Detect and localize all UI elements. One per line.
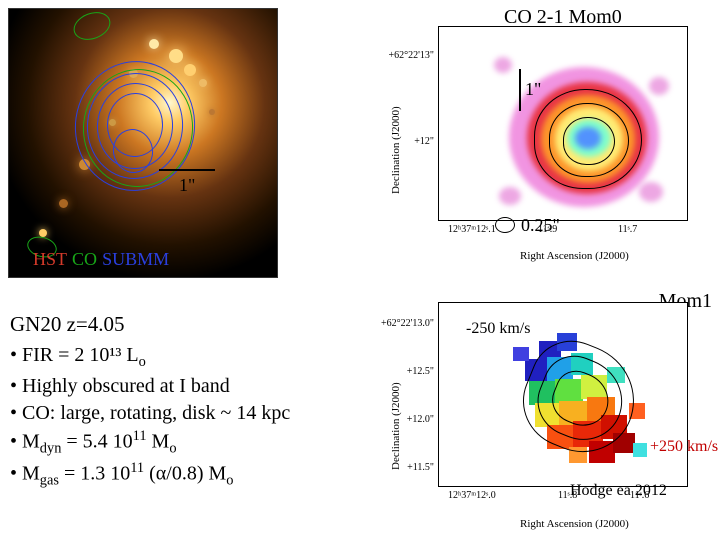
hst-speckle — [149, 39, 159, 49]
info-line: • Mdyn = 5.4 1011 Mo — [10, 427, 390, 459]
mom1-xtick: 12ʰ37ᵐ12ˢ.0 — [448, 490, 496, 501]
hst-scale-bar — [159, 169, 215, 171]
co0-emission-blob — [649, 77, 669, 95]
hst-speckle — [209, 109, 215, 115]
info-line: • FIR = 2 10¹³ Lo — [10, 342, 390, 372]
co0-xtick: 11ˢ.7 — [618, 224, 637, 235]
co0-frame: 1" 0.25" — [438, 26, 688, 221]
co0-scale-label: 1" — [525, 79, 541, 100]
vel-neg-label: -250 km/s — [466, 320, 530, 338]
co0-ylabel: Declination (J2000) — [390, 106, 402, 194]
mom1-xtick: 11ˢ.8 — [558, 490, 577, 501]
mom1-ylabel: Declination (J2000) — [390, 382, 402, 470]
legend-co: CO — [72, 249, 97, 269]
vel-pos-label: +250 km/s — [650, 438, 718, 456]
hst-speckle — [184, 64, 196, 76]
legend-hst: HST — [33, 249, 67, 269]
hst-legend: HST/CO/SUBMM — [33, 249, 169, 270]
object-header: GN20 z=4.05 — [10, 310, 390, 338]
hst-speckle — [59, 199, 68, 208]
info-text-block: GN20 z=4.05 • FIR = 2 10¹³ Lo • Highly o… — [10, 310, 390, 491]
mom1-pixel — [633, 443, 647, 457]
info-line: • CO: large, rotating, disk ~ 14 kpc — [10, 400, 390, 427]
hst-speckle — [169, 49, 183, 63]
mom1-pixel — [513, 347, 529, 361]
co0-xtick: 11ˢ.9 — [538, 224, 557, 235]
co0-ytick: +62°22'13" — [374, 50, 434, 61]
info-line: • Mgas = 1.3 1011 (α/0.8) Mo — [10, 459, 390, 491]
mom1-panel: Mom1 Declination (J2000) -250 km/s +250 … — [390, 290, 720, 540]
mom1-xtick: 11ˢ.6 — [630, 490, 649, 501]
co0-emission-blob — [494, 57, 512, 73]
info-line: • Highly obscured at I band — [10, 373, 390, 400]
co0-contour — [563, 117, 615, 165]
citation: Hodge ea 2012 — [570, 482, 667, 500]
hst-speckle — [199, 79, 207, 87]
co0-xtick: 12ʰ37ᵐ12ˢ.1 — [448, 224, 496, 235]
co-mom0-panel: CO 2-1 Mom0 Declination (J2000) 1" 0.25"… — [390, 4, 710, 264]
legend-submm: SUBMM — [102, 249, 169, 269]
co0-beam-ellipse — [495, 217, 515, 233]
hst-panel: 1" HST/CO/SUBMM — [8, 8, 278, 278]
co0-emission-blob — [639, 182, 663, 202]
co0-xlabel: Right Ascension (J2000) — [520, 250, 629, 262]
hst-scale-label: 1" — [179, 175, 195, 196]
mom1-xlabel: Right Ascension (J2000) — [520, 518, 629, 530]
co0-emission-blob — [499, 187, 521, 205]
co0-ytick: +12" — [374, 136, 434, 147]
co0-scale-bar — [519, 69, 521, 111]
